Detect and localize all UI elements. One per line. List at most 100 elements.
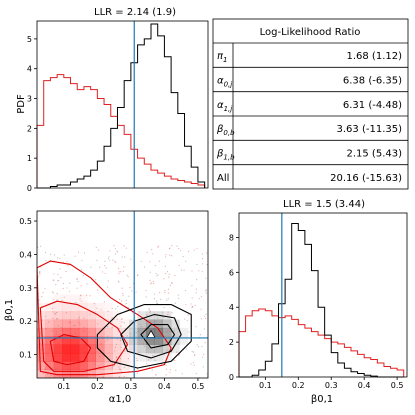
density-cell	[62, 344, 71, 354]
scatter-dot	[115, 261, 117, 263]
density-cell	[70, 311, 80, 320]
density-cell	[53, 352, 63, 362]
scatter-dot	[137, 331, 139, 333]
scatter-dot	[39, 274, 41, 276]
scatter-dot	[191, 305, 193, 307]
density-cell-black	[162, 319, 172, 329]
scatter-dot	[124, 256, 126, 258]
density-cell	[129, 336, 138, 345]
density-cell	[62, 319, 71, 329]
scatter-dot	[178, 354, 180, 357]
scatter-dot	[104, 341, 106, 343]
scatter-dot	[118, 368, 121, 370]
scatter-dot	[164, 289, 166, 292]
scatter-dot	[54, 312, 56, 314]
scatter-dot	[86, 283, 88, 285]
table-row-value-4: 2.15 (5.43)	[346, 149, 402, 160]
scatter-dot	[138, 351, 141, 353]
scatter-dot	[195, 288, 197, 290]
density-cell-black	[129, 319, 138, 329]
scatter-dot	[197, 346, 200, 348]
scatter-dot	[58, 333, 60, 336]
table-row-label-sub-2: 1,j	[224, 105, 233, 113]
density-cell	[95, 344, 105, 354]
scatter-dot	[57, 280, 59, 282]
scatter-dot	[148, 308, 150, 310]
scatter-dot	[148, 359, 150, 361]
density-cell-black	[171, 336, 180, 345]
p3-xtick-label-0: 0.1	[57, 382, 70, 391]
scatter-dot	[44, 368, 46, 370]
scatter-dot	[61, 299, 63, 301]
scatter-dot	[169, 254, 171, 256]
scatter-dot	[109, 250, 111, 252]
scatter-dot	[195, 372, 197, 375]
scatter-dot	[53, 273, 55, 275]
scatter-dot	[80, 295, 82, 297]
scatter-dot	[89, 344, 91, 347]
scatter-dot	[53, 279, 55, 281]
scatter-dot	[169, 284, 171, 287]
scatter-dot	[151, 369, 153, 371]
scatter-dot	[165, 374, 167, 376]
scatter-dot	[201, 345, 203, 348]
scatter-dot	[75, 301, 77, 304]
density-cell	[87, 361, 96, 370]
scatter-dot	[39, 331, 41, 334]
scatter-dot	[115, 356, 117, 358]
p1-ytick-label-0: 0	[27, 184, 32, 193]
density-cell	[70, 369, 80, 378]
p3-frame	[36, 210, 209, 379]
scatter-dot	[106, 339, 108, 341]
scatter-dot	[44, 315, 46, 317]
scatter-dot	[186, 319, 188, 322]
table-row-value-3: 3.63 (-11.35)	[337, 124, 403, 135]
scatter-dot	[145, 289, 147, 292]
scatter-dot	[65, 340, 67, 342]
scatter-dot	[121, 300, 123, 302]
scatter-dot	[195, 292, 197, 294]
scatter-dot	[163, 306, 165, 309]
scatter-dot	[55, 318, 58, 320]
scatter-dot	[121, 318, 123, 320]
scatter-dot	[52, 311, 54, 313]
scatter-dot	[204, 315, 206, 317]
scatter-dot	[83, 326, 85, 329]
scatter-dot	[54, 368, 56, 371]
scatter-dot	[194, 304, 196, 306]
scatter-dot	[125, 303, 127, 305]
scatter-dot	[151, 249, 153, 251]
scatter-dot	[109, 259, 111, 261]
scatter-dot	[56, 335, 59, 338]
scatter-dot	[126, 341, 129, 344]
scatter-dot	[200, 296, 203, 298]
scatter-dot	[74, 333, 77, 335]
scatter-dot	[58, 280, 60, 282]
scatter-dot	[167, 313, 169, 316]
scatter-dot	[106, 335, 109, 337]
scatter-dot	[50, 253, 52, 255]
density-cell	[45, 352, 55, 362]
scatter-dot	[56, 292, 58, 295]
scatter-dot	[77, 280, 79, 283]
table-row-label-1: α0,j	[217, 76, 232, 89]
scatter-dot	[185, 304, 187, 306]
p3-ylabel: β0,1	[4, 299, 15, 321]
scatter-dot	[155, 373, 157, 376]
scatter-dot	[82, 274, 84, 277]
density-cell	[62, 294, 71, 304]
scatter-dot	[44, 251, 47, 254]
scatter-dot	[121, 256, 123, 258]
scatter-dot	[51, 307, 54, 310]
scatter-dot	[160, 363, 163, 365]
scatter-dot	[150, 283, 152, 285]
scatter-dot	[174, 302, 177, 304]
scatter-dot	[145, 296, 147, 298]
scatter-dot	[96, 351, 98, 353]
p1-ytick-label-2: 2	[27, 124, 32, 133]
p1-series-1-step	[37, 23, 206, 189]
density-cell	[45, 327, 55, 337]
scatter-dot	[157, 317, 159, 319]
scatter-dot	[114, 346, 117, 348]
scatter-dot	[148, 309, 150, 311]
